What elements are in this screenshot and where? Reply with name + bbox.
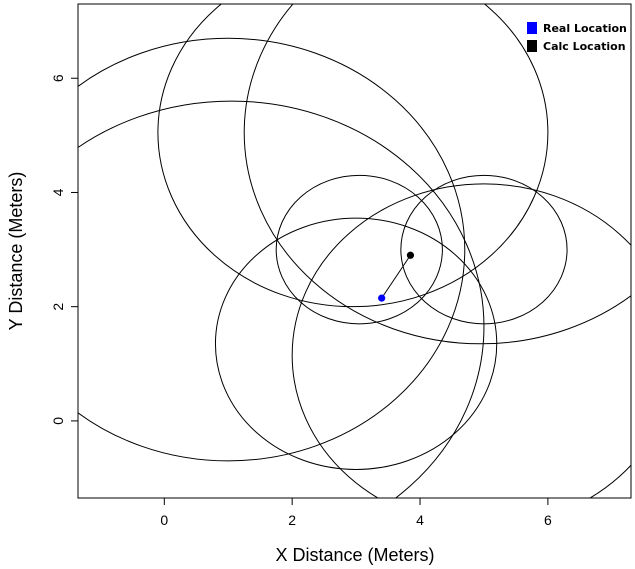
- x-tick-label: 4: [416, 512, 424, 528]
- calc-location-point: [406, 251, 415, 259]
- range-circle-1: [78, 37, 466, 462]
- x-axis: 0 2 4 6: [160, 498, 552, 528]
- y-axis-title: Y Distance (Meters): [6, 172, 26, 331]
- x-tick-label: 6: [544, 512, 552, 528]
- y-tick-label: 4: [50, 188, 66, 196]
- range-circle-7: [275, 174, 443, 325]
- legend-label: Real Location: [543, 22, 627, 35]
- legend-swatch: [527, 40, 537, 52]
- y-tick-label: 0: [50, 417, 66, 425]
- range-circle-4: [243, 4, 631, 345]
- x-tick-label: 2: [288, 512, 296, 528]
- range-circle-8: [400, 174, 568, 325]
- real-location-point: [378, 294, 386, 302]
- range-circle-2: [78, 100, 485, 498]
- y-axis: 0 2 4 6: [50, 74, 78, 425]
- circle-layer: [78, 4, 631, 498]
- marks-layer: [378, 251, 415, 302]
- legend: Real Location Calc Location: [527, 22, 627, 53]
- x-tick-label: 0: [160, 512, 168, 528]
- y-tick-label: 6: [50, 74, 66, 82]
- range-circle-3: [157, 4, 549, 308]
- y-tick-label: 2: [50, 303, 66, 311]
- legend-label: Calc Location: [543, 40, 626, 53]
- plot-frame: [77, 3, 632, 499]
- legend-swatch: [527, 22, 537, 34]
- range-circle-6: [291, 183, 631, 498]
- range-circle-5: [214, 217, 498, 470]
- error-connector: [381, 255, 411, 299]
- x-axis-title: X Distance (Meters): [275, 545, 434, 565]
